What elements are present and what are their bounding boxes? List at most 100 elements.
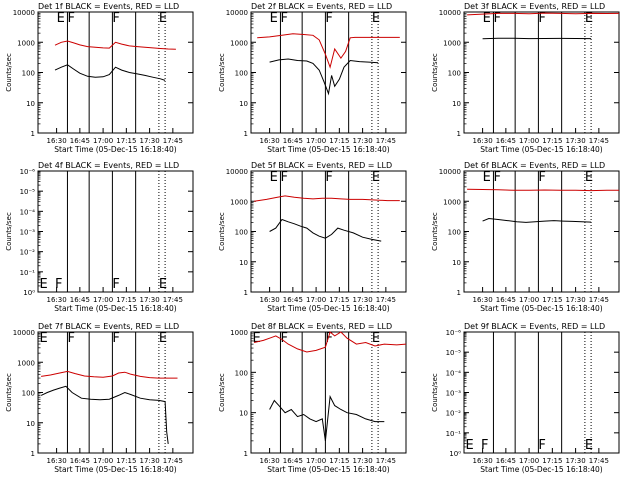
y-tick-label: 10⁻⁴: [20, 208, 36, 216]
y-tick-label: 100: [22, 390, 35, 398]
marker-letter: F: [55, 277, 62, 292]
marker-letter: F: [481, 438, 488, 453]
marker-letter: F: [538, 438, 545, 453]
y-tick-label: 10⁻⁵: [446, 349, 462, 357]
events-series-line: [482, 217, 592, 223]
x-tick-label: 17:30: [140, 457, 160, 465]
x-axis-label: Start Time (05-Dec-15 16:18:40): [480, 145, 602, 154]
y-axis-label: Counts/sec: [218, 212, 226, 251]
x-axis-label: Start Time (05-Dec-15 16:18:40): [480, 304, 602, 313]
marker-letter: F: [325, 170, 332, 185]
x-tick-label: 17:30: [353, 137, 373, 145]
y-tick-label: 100: [235, 70, 248, 78]
x-tick-label: 17:00: [93, 457, 113, 465]
y-tick-label: 1000: [230, 198, 248, 206]
y-tick-label: 1: [457, 289, 461, 297]
plot-frame: [463, 331, 620, 454]
x-tick-label: 17:00: [306, 457, 326, 465]
x-tick-label: 17:00: [519, 457, 539, 465]
panel-det-3: Det 3f BLACK = Events, RED = LLD 1 10 100 10…: [431, 2, 620, 154]
marker-letter: E: [483, 11, 491, 26]
x-tick-label: 16:30: [47, 296, 67, 304]
x-tick-label: 17:30: [566, 457, 586, 465]
marker-letter: F: [538, 170, 545, 185]
marker-letter: E: [372, 331, 380, 346]
panel-det-2: Det 2f BLACK = Events, RED = LLD 1 10 100 10…: [218, 2, 407, 154]
marker-letter: E: [40, 331, 48, 346]
y-tick-label: 10000: [13, 9, 35, 17]
y-tick-label: 10⁻⁴: [446, 369, 462, 377]
x-tick-label: 17:45: [376, 296, 396, 304]
y-tick-label: 10000: [439, 9, 461, 17]
x-tick-label: 17:00: [519, 137, 539, 145]
panel-title: Det 3f BLACK = Events, RED = LLD: [464, 2, 605, 11]
y-tick-label: 10⁻⁶: [446, 329, 462, 337]
y-tick-label: 10⁻⁶: [20, 168, 36, 176]
marker-letter: F: [493, 170, 500, 185]
y-tick-label: 10: [239, 410, 248, 418]
x-tick-label: 16:45: [496, 137, 516, 145]
y-axis-label: Counts/sec: [5, 212, 13, 251]
y-axis-label: Counts/sec: [5, 53, 13, 92]
x-tick-label: 17:45: [589, 457, 609, 465]
x-tick-label: 17:30: [353, 296, 373, 304]
y-tick-label: 1: [31, 130, 35, 138]
x-tick-label: 16:30: [47, 137, 67, 145]
x-axis-label: Start Time (05-Dec-15 16:18:40): [54, 304, 176, 313]
y-tick-label: 10: [452, 259, 461, 267]
x-tick-label: 16:45: [283, 137, 303, 145]
lld-series-line: [467, 188, 619, 192]
x-axis-label: Start Time (05-Dec-15 16:18:40): [54, 145, 176, 154]
lld-series-line: [253, 331, 407, 353]
y-axis-label: Counts/sec: [5, 373, 13, 412]
panel-title: Det 5f BLACK = Events, RED = LLD: [251, 161, 392, 170]
y-tick-label: 100: [22, 70, 35, 78]
marker-letter: E: [372, 11, 380, 26]
x-tick-label: 17:15: [329, 457, 349, 465]
panel-det-5: Det 5f BLACK = Events, RED = LLD 1 10 100 10…: [218, 161, 407, 313]
x-tick-label: 16:30: [473, 296, 493, 304]
x-tick-label: 16:45: [70, 457, 90, 465]
x-tick-label: 17:15: [329, 296, 349, 304]
marker-letter: E: [57, 11, 65, 26]
x-tick-label: 16:30: [260, 296, 280, 304]
x-tick-label: 17:15: [542, 137, 562, 145]
panel-title: Det 8f BLACK = Events, RED = LLD: [251, 322, 392, 331]
panel-det-6: Det 6f BLACK = Events, RED = LLD 1 10 100 10…: [431, 161, 620, 313]
y-tick-label: 10000: [13, 329, 35, 337]
marker-letter: E: [270, 170, 278, 185]
x-tick-label: 17:15: [542, 296, 562, 304]
x-tick-label: 17:45: [163, 296, 183, 304]
y-tick-label: 10: [239, 100, 248, 108]
y-axis-label: Counts/sec: [218, 53, 226, 92]
x-tick-label: 16:45: [496, 296, 516, 304]
x-tick-label: 16:30: [260, 137, 280, 145]
x-tick-label: 17:30: [140, 296, 160, 304]
y-tick-label: 1000: [443, 39, 461, 47]
events-series-line: [269, 58, 379, 96]
x-tick-label: 17:30: [353, 457, 373, 465]
y-tick-label: 10000: [226, 9, 248, 17]
y-tick-label: 10: [239, 259, 248, 267]
x-tick-label: 16:45: [70, 137, 90, 145]
x-tick-label: 17:00: [519, 296, 539, 304]
lld-series-line: [254, 195, 400, 202]
x-tick-label: 16:30: [473, 137, 493, 145]
y-tick-label: 1000: [17, 359, 35, 367]
events-series-line: [269, 394, 385, 441]
y-tick-label: 10⁻³: [20, 229, 36, 237]
panel-det-7: Det 7f BLACK = Events, RED = LLD 1 10 100 10…: [5, 322, 194, 474]
marker-letter: E: [466, 438, 474, 453]
marker-letter: E: [372, 170, 380, 185]
x-tick-label: 17:00: [306, 296, 326, 304]
y-tick-label: 100: [235, 369, 248, 377]
x-tick-label: 17:00: [306, 137, 326, 145]
y-tick-label: 10: [26, 100, 35, 108]
marker-letter: F: [280, 11, 287, 26]
x-tick-label: 16:30: [260, 457, 280, 465]
x-tick-label: 17:45: [163, 457, 183, 465]
plot-frame: [37, 11, 194, 134]
marker-letter: F: [280, 331, 287, 346]
y-tick-label: 10000: [226, 168, 248, 176]
y-tick-label: 10⁰: [449, 450, 461, 458]
